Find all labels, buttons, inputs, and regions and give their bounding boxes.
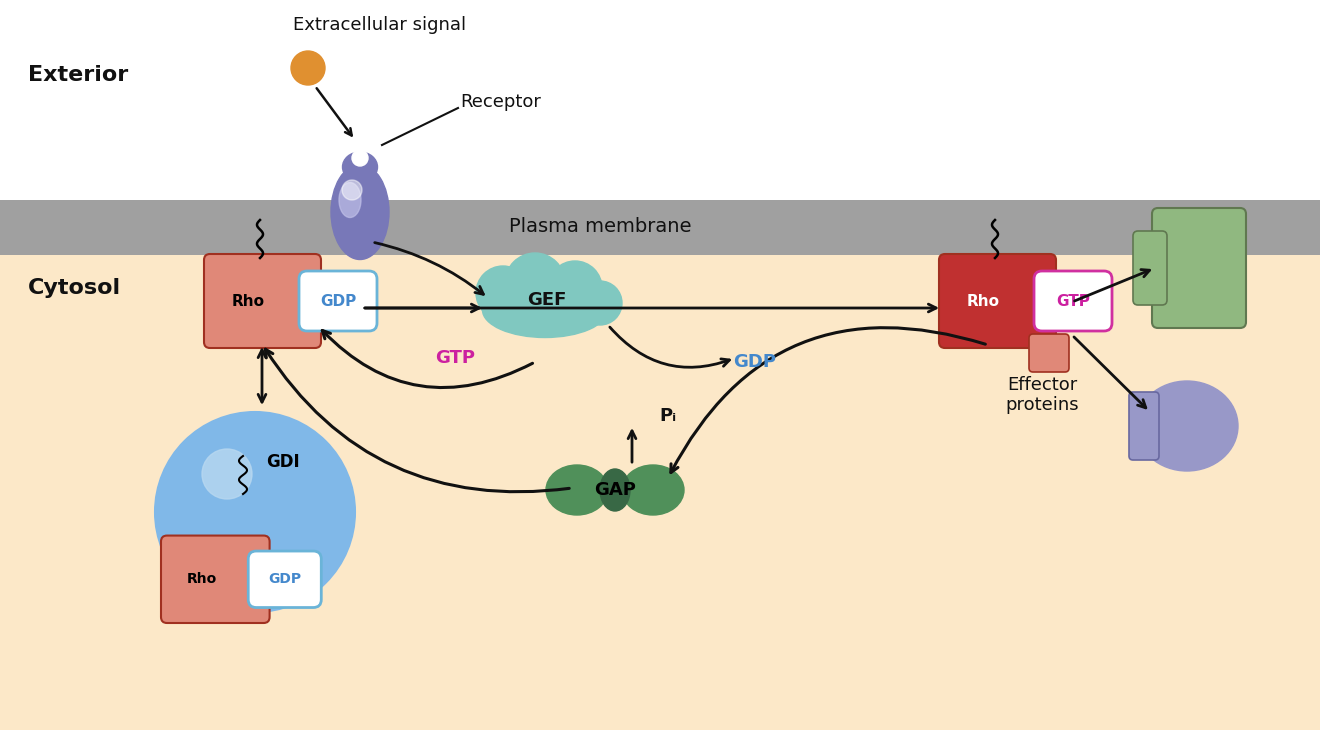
Text: Cytosol: Cytosol (28, 278, 121, 298)
Text: Rho: Rho (966, 293, 999, 309)
Ellipse shape (339, 182, 360, 218)
FancyBboxPatch shape (300, 271, 378, 331)
Text: GTP: GTP (1056, 293, 1090, 309)
Bar (0, 255, 1320, 730)
FancyBboxPatch shape (1034, 271, 1111, 331)
Text: GDI: GDI (267, 453, 300, 471)
Ellipse shape (331, 164, 389, 259)
Circle shape (578, 281, 622, 325)
Text: Extracellular signal: Extracellular signal (293, 16, 466, 34)
Ellipse shape (342, 152, 378, 182)
Bar (0, 0, 1320, 200)
FancyBboxPatch shape (939, 254, 1056, 348)
FancyBboxPatch shape (1152, 208, 1246, 328)
Text: GAP: GAP (594, 481, 636, 499)
Ellipse shape (1137, 381, 1238, 471)
Text: Receptor: Receptor (459, 93, 541, 111)
Text: Effector
proteins: Effector proteins (1006, 376, 1078, 415)
Ellipse shape (352, 150, 368, 166)
Text: GTP: GTP (436, 349, 475, 367)
FancyBboxPatch shape (248, 551, 321, 607)
Text: Rho: Rho (187, 572, 216, 586)
Circle shape (290, 51, 325, 85)
Circle shape (202, 449, 252, 499)
Text: Pᵢ: Pᵢ (660, 407, 677, 425)
Circle shape (506, 253, 565, 313)
FancyBboxPatch shape (205, 254, 321, 348)
Text: Plasma membrane: Plasma membrane (508, 218, 692, 237)
Bar (0, 200, 1320, 255)
Circle shape (342, 180, 362, 200)
FancyBboxPatch shape (1030, 334, 1069, 372)
Text: GDP: GDP (268, 572, 301, 586)
Text: GEF: GEF (527, 291, 566, 309)
FancyBboxPatch shape (161, 536, 269, 623)
FancyBboxPatch shape (1129, 392, 1159, 460)
Text: GDP: GDP (734, 353, 776, 371)
Text: Exterior: Exterior (28, 65, 128, 85)
Ellipse shape (622, 465, 684, 515)
Ellipse shape (601, 469, 630, 511)
Circle shape (548, 261, 602, 315)
Ellipse shape (483, 283, 607, 337)
Text: GDP: GDP (319, 293, 356, 309)
Circle shape (154, 412, 355, 612)
Text: Rho: Rho (231, 293, 264, 309)
Ellipse shape (546, 465, 609, 515)
FancyBboxPatch shape (1133, 231, 1167, 305)
Circle shape (477, 266, 531, 320)
